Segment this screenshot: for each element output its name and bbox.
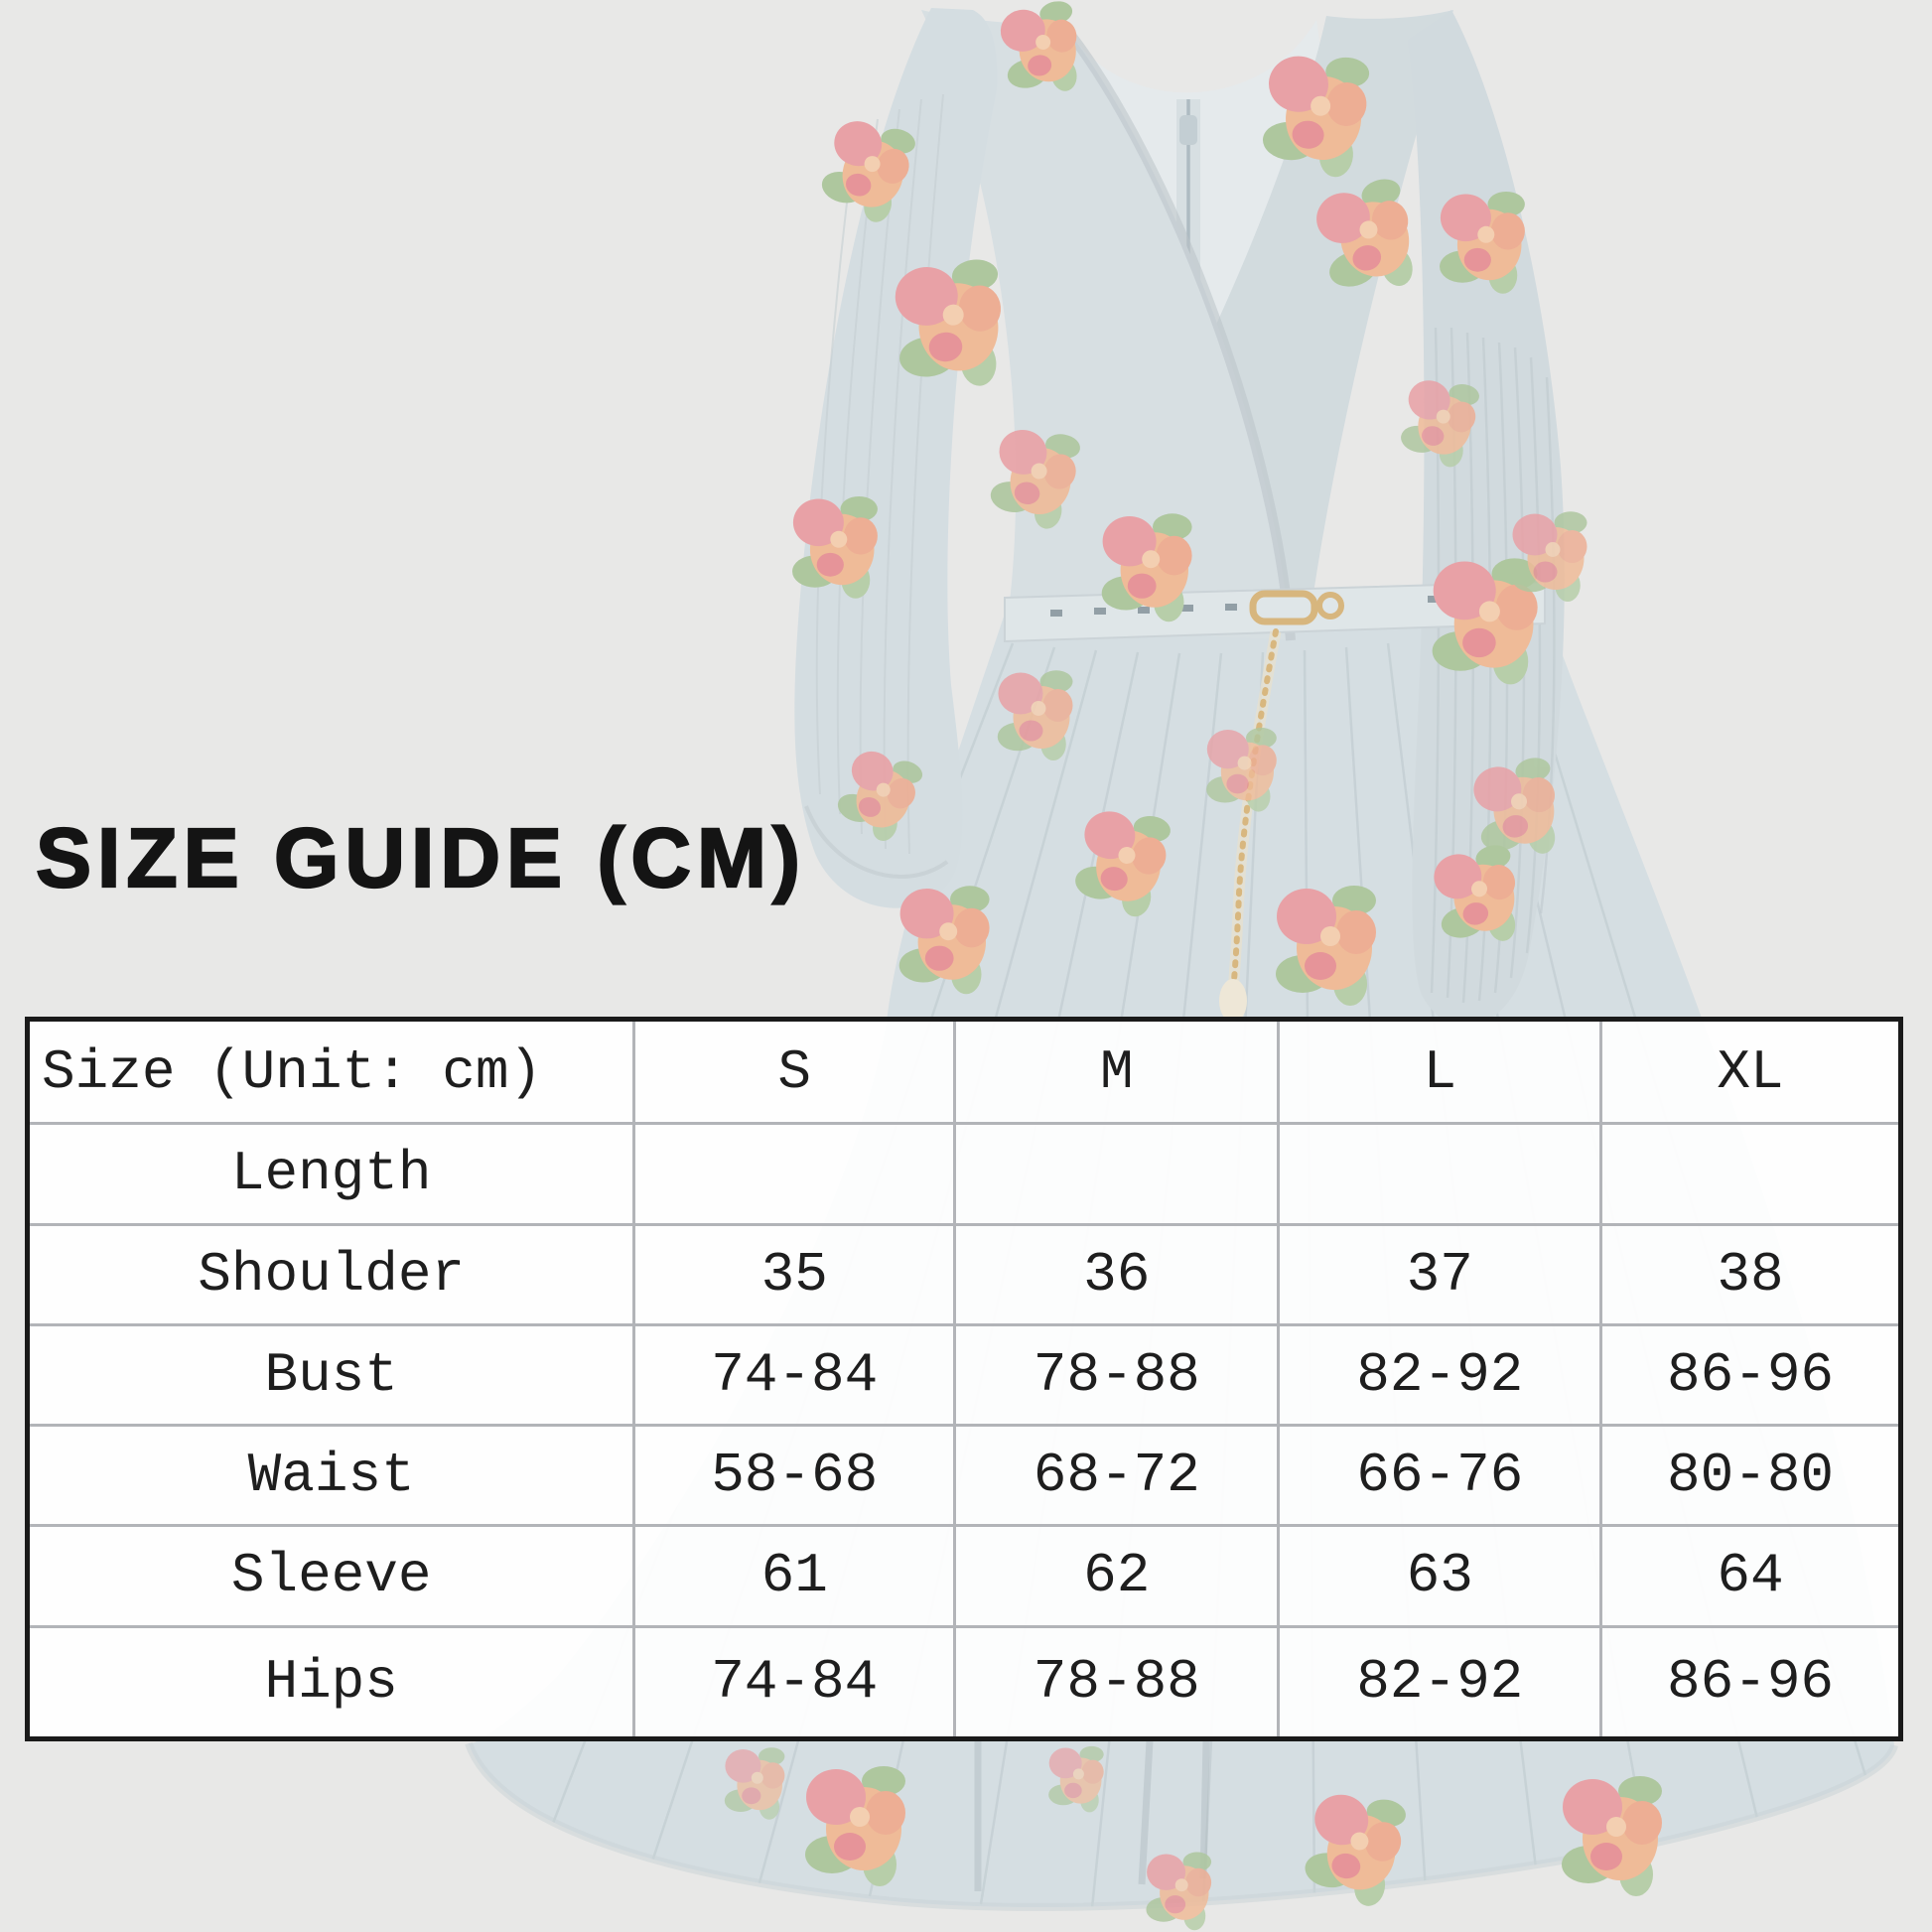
column-header-l: L [1277, 1017, 1603, 1126]
size-value-cell [632, 1122, 957, 1226]
size-value-cell: 61 [632, 1524, 957, 1628]
size-value-cell: 68-72 [953, 1424, 1281, 1528]
column-header-m: M [953, 1017, 1281, 1126]
column-header-s: S [632, 1017, 957, 1126]
row-label-cell: Bust [25, 1322, 636, 1428]
row-label-cell: Hips [25, 1624, 636, 1741]
size-table: Size (Unit: cm) S M L XL Length Shoulder… [25, 1017, 1903, 1741]
size-value-cell: 64 [1599, 1524, 1902, 1628]
size-value-cell: 80-80 [1599, 1424, 1902, 1528]
page-title: SIZE GUIDE (CM) [35, 811, 806, 904]
table-row-sleeve: Sleeve 61 62 63 64 [25, 1524, 1902, 1628]
size-value-cell: 36 [953, 1222, 1281, 1326]
size-value-cell: 62 [953, 1524, 1281, 1628]
size-value-cell: 37 [1277, 1222, 1603, 1326]
size-value-cell: 86-96 [1599, 1322, 1902, 1428]
size-value-cell: 63 [1277, 1524, 1603, 1628]
size-value-cell: 82-92 [1277, 1624, 1603, 1741]
size-value-cell: 35 [632, 1222, 957, 1326]
table-row-bust: Bust 74-84 78-88 82-92 86-96 [25, 1322, 1902, 1428]
size-value-cell: 82-92 [1277, 1322, 1603, 1428]
size-value-cell: 66-76 [1277, 1424, 1603, 1528]
row-label-cell: Length [25, 1122, 636, 1226]
row-label-cell: Waist [25, 1424, 636, 1528]
table-row-length: Length [25, 1122, 1902, 1226]
column-header-xl: XL [1599, 1017, 1902, 1126]
table-row-shoulder: Shoulder 35 36 37 38 [25, 1222, 1902, 1326]
size-value-cell: 86-96 [1599, 1624, 1902, 1741]
size-value-cell: 74-84 [632, 1322, 957, 1428]
unit-header-cell: Size (Unit: cm) [25, 1017, 636, 1126]
size-chart: Size (Unit: cm) S M L XL Length Shoulder… [25, 1017, 1903, 1741]
size-value-cell: 38 [1599, 1222, 1902, 1326]
row-label-cell: Sleeve [25, 1524, 636, 1628]
size-value-cell [953, 1122, 1281, 1226]
size-value-cell: 78-88 [953, 1624, 1281, 1741]
size-value-cell [1599, 1122, 1902, 1226]
size-value-cell: 78-88 [953, 1322, 1281, 1428]
size-value-cell: 74-84 [632, 1624, 957, 1741]
size-value-cell: 58-68 [632, 1424, 957, 1528]
table-row-hips: Hips 74-84 78-88 82-92 86-96 [25, 1624, 1902, 1741]
table-header-row: Size (Unit: cm) S M L XL [25, 1017, 1902, 1126]
table-row-waist: Waist 58-68 68-72 66-76 80-80 [25, 1424, 1902, 1528]
size-value-cell [1277, 1122, 1603, 1226]
row-label-cell: Shoulder [25, 1222, 636, 1326]
